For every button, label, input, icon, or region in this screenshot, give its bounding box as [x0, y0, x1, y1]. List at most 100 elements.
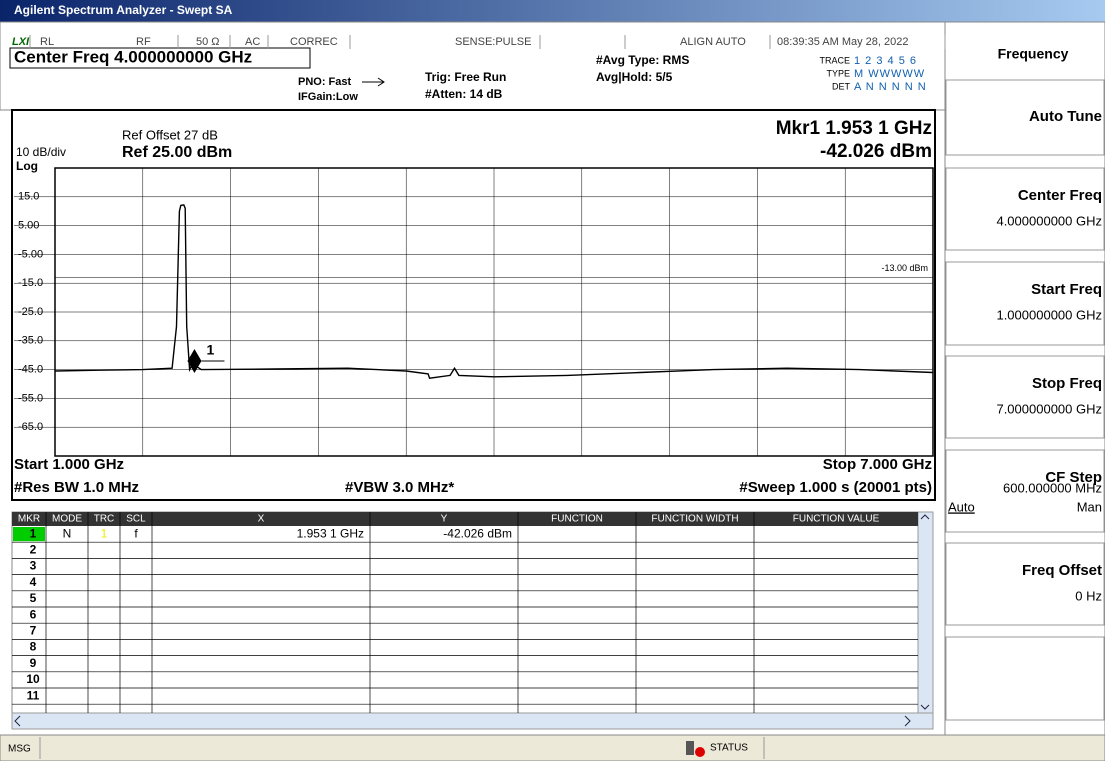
- softkey[interactable]: [945, 261, 1105, 346]
- softkey-label: Start Freq: [1031, 281, 1102, 298]
- header-status: AC: [245, 36, 260, 48]
- table-cell: 1.953 1 GHz: [297, 526, 364, 540]
- y-tick-label: -35.0: [18, 335, 43, 347]
- table-cell: 6: [30, 607, 37, 621]
- softkey-value: 600.000000 MHz: [1003, 480, 1102, 495]
- y-tick-label: -15.0: [18, 277, 43, 289]
- softkey[interactable]: [945, 636, 1105, 721]
- y-tick-label: -45.0: [18, 364, 43, 376]
- table-header: FUNCTION WIDTH: [651, 514, 738, 525]
- table-cell: 7: [30, 623, 37, 637]
- trace-label: TRACE: [819, 55, 850, 65]
- softkey-value: 7.000000000 GHz: [996, 401, 1102, 416]
- header-status: CORREC: [290, 36, 338, 48]
- softkey[interactable]: [945, 167, 1105, 251]
- trig: Trig: Free Run: [425, 70, 506, 84]
- table-header: MODE: [52, 514, 82, 525]
- table-header: FUNCTION: [551, 514, 603, 525]
- softkey-label: Center Freq: [1018, 187, 1102, 204]
- ref-offset: Ref Offset 27 dB: [122, 127, 218, 142]
- rbw: #Res BW 1.0 MHz: [14, 479, 139, 496]
- table-cell: -42.026 dBm: [443, 526, 512, 540]
- lxi-badge: LXI: [12, 36, 30, 48]
- y-tick-label: 5.00: [18, 220, 39, 232]
- status-icon-badge: [695, 747, 705, 757]
- status-bar: [0, 734, 1105, 761]
- table-cell: 1: [30, 526, 37, 540]
- header-status: 08:39:35 AM May 28, 2022: [777, 36, 908, 48]
- table-cell: 5: [30, 591, 37, 605]
- active-marker-cell: [13, 527, 45, 542]
- atten: #Atten: 14 dB: [425, 87, 503, 101]
- center-freq-box: [9, 47, 311, 69]
- table-header: X: [258, 514, 265, 525]
- y-tick-label: -55.0: [18, 392, 43, 404]
- y-tick-label: -5.00: [18, 248, 43, 260]
- table-cell: f: [134, 526, 138, 540]
- marker-readout: Mkr1 1.953 1 GHz: [776, 118, 932, 139]
- softkey-value: 0 Hz: [1075, 588, 1102, 603]
- table-cell: 3: [30, 559, 37, 573]
- table-header: TRC: [94, 514, 115, 525]
- header-status: RF: [136, 36, 151, 48]
- softkey[interactable]: [945, 542, 1105, 626]
- msg-label: MSG: [8, 744, 31, 755]
- marker-diamond: [187, 349, 202, 374]
- trace: [54, 204, 934, 379]
- softkey[interactable]: [945, 449, 1105, 533]
- pno: PNO: Fast: [298, 76, 352, 88]
- limit-label: -13.00 dBm: [881, 263, 928, 273]
- table-header: SCL: [126, 514, 146, 525]
- softkey-label: Auto Tune: [1029, 108, 1102, 125]
- softkey-label: Stop Freq: [1032, 375, 1102, 392]
- status-label[interactable]: STATUS: [710, 743, 748, 754]
- header-status: 50 Ω: [196, 36, 220, 48]
- start-freq: Start 1.000 GHz: [14, 456, 124, 473]
- sweep-arrow: [362, 77, 385, 87]
- window-title: Agilent Spectrum Analyzer - Swept SA: [14, 3, 233, 17]
- det-value: A N N N N N: [854, 81, 927, 93]
- center-freq: Center Freq 4.000000000 GHz: [14, 47, 252, 66]
- det-label: DET: [832, 81, 851, 91]
- softkey-value: 1.000000000 GHz: [996, 307, 1102, 322]
- softkey-label: CF Step: [1045, 469, 1102, 486]
- type-label: TYPE: [826, 68, 850, 78]
- h-scrollbar[interactable]: [11, 712, 934, 730]
- ifgain: IFGain:Low: [298, 91, 358, 103]
- softkey[interactable]: [945, 355, 1105, 439]
- stop-freq: Stop 7.000 GHz: [823, 456, 932, 473]
- sweep: #Sweep 1.000 s (20001 pts): [739, 479, 932, 496]
- log-label: Log: [16, 159, 38, 173]
- softkey-option: Man: [1077, 499, 1102, 514]
- marker-table: [11, 511, 934, 714]
- type-value: M WWWWW: [854, 68, 925, 80]
- softkey[interactable]: [945, 79, 1105, 156]
- vbw: #VBW 3.0 MHz*: [345, 479, 454, 496]
- marker-value: -42.026 dBm: [820, 141, 932, 162]
- softkey-value: 4.000000000 GHz: [996, 213, 1102, 228]
- softkey-title: Frequency: [998, 46, 1069, 62]
- avg-hold: Avg|Hold: 5/5: [596, 70, 673, 84]
- table-header: MKR: [18, 514, 40, 525]
- ref-level: Ref 25.00 dBm: [122, 144, 232, 161]
- status-icon: [686, 741, 694, 755]
- table-cell: 1: [101, 526, 108, 540]
- table-cell: 2: [30, 542, 37, 556]
- table-cell: N: [63, 526, 72, 540]
- softkey-option: Auto: [948, 499, 975, 514]
- header-status: ALIGN AUTO: [680, 36, 746, 48]
- status-header: [0, 21, 946, 111]
- table-cell: 10: [26, 672, 40, 686]
- table-cell: 11: [27, 688, 40, 702]
- avg-type: #Avg Type: RMS: [596, 53, 689, 67]
- scroll-arrows[interactable]: [14, 514, 930, 727]
- header-status: RL: [40, 36, 54, 48]
- table-cell: 8: [30, 640, 37, 654]
- title-bar: [0, 0, 1105, 22]
- trace-value: 1 2 3 4 5 6: [854, 55, 917, 67]
- y-tick-label: 15.0: [18, 191, 39, 203]
- header-status: SENSE:PULSE: [455, 36, 531, 48]
- v-scrollbar[interactable]: [917, 511, 934, 714]
